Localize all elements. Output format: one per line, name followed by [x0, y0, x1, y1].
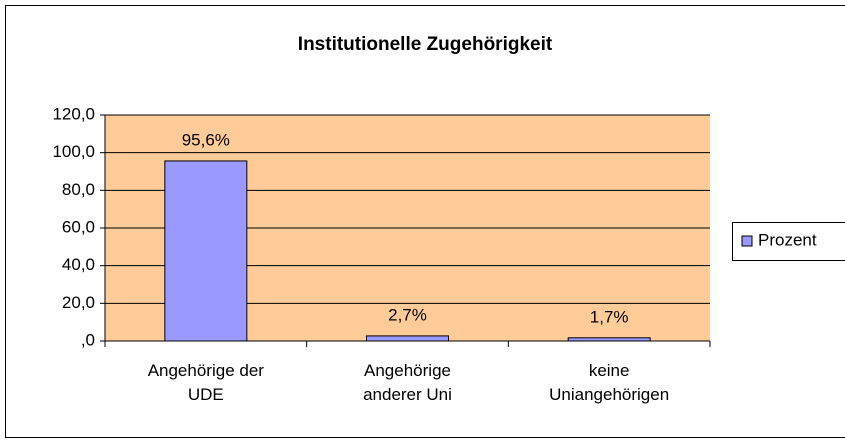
y-tick-label: 40,0 — [62, 255, 95, 274]
data-label: 95,6% — [182, 130, 230, 149]
bar — [567, 337, 651, 342]
y-tick-label: 80,0 — [62, 180, 95, 199]
x-tick-label: Angehörige der UDE — [147, 361, 264, 404]
x-tick-label: keine Uniangehörigen — [549, 361, 670, 404]
legend-label: Prozent — [758, 230, 817, 249]
chart-title: Institutionelle Zugehörigkeit — [298, 34, 553, 55]
y-tick-label: 60,0 — [62, 217, 95, 236]
data-label: 2,7% — [388, 305, 427, 324]
y-tick-label: 20,0 — [62, 293, 95, 312]
bar — [366, 335, 449, 342]
y-tick-label: 100,0 — [52, 142, 95, 161]
bar — [164, 160, 248, 342]
y-tick-label: ,0 — [81, 330, 95, 349]
y-tick-label: 120,0 — [52, 104, 95, 123]
x-tick-label: Angehörige anderer Uni — [363, 361, 452, 404]
legend-swatch — [741, 235, 753, 247]
data-label: 1,7% — [590, 307, 629, 326]
